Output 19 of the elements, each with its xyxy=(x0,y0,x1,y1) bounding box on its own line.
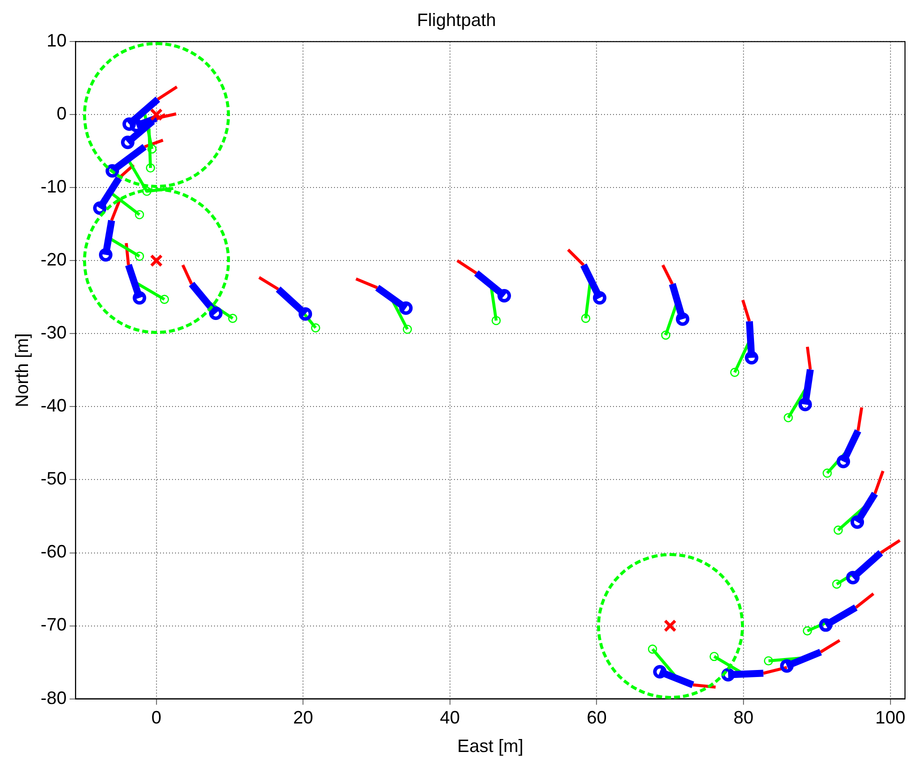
y-tick-label: -20 xyxy=(40,250,67,270)
y-tick-label: -40 xyxy=(40,396,67,416)
y-axis-title: North [m] xyxy=(12,333,32,408)
y-tick-label: -60 xyxy=(40,542,67,562)
y-tick-label: 10 xyxy=(46,30,67,51)
y-tick-label: -80 xyxy=(40,688,67,708)
y-tick-label: 0 xyxy=(56,104,67,124)
x-tick-label: 0 xyxy=(151,708,162,728)
x-tick-label: 40 xyxy=(440,708,460,728)
y-tick-label: -50 xyxy=(40,468,67,489)
x-tick-label: 100 xyxy=(875,708,906,728)
y-tick-label: -30 xyxy=(40,322,67,343)
x-tick-label: 60 xyxy=(586,708,607,728)
y-tick-label: -70 xyxy=(40,614,67,635)
x-tick-label: 20 xyxy=(293,708,314,728)
y-tick-label: -10 xyxy=(40,176,67,197)
x-tick-label: 80 xyxy=(734,708,754,728)
x-axis-title: East [m] xyxy=(457,736,524,756)
chart-title: Flightpath xyxy=(416,10,496,30)
